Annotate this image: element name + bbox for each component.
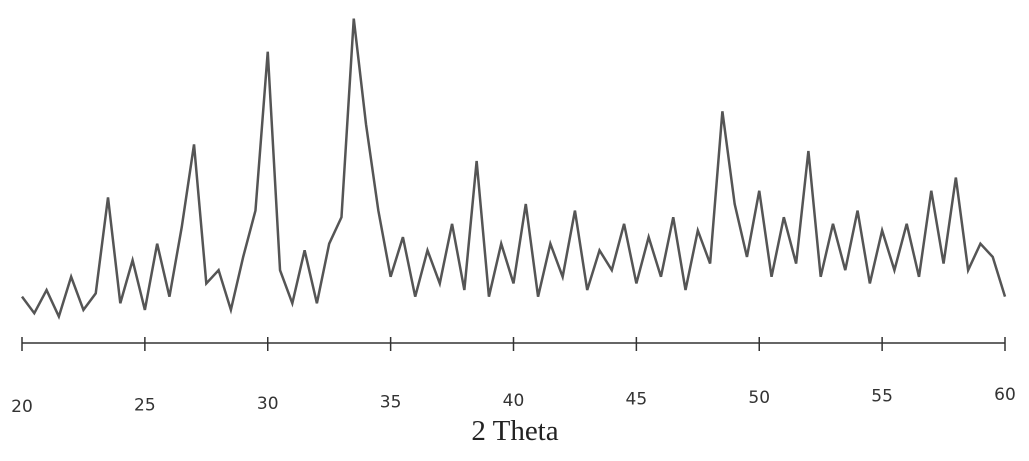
x-tick-label: 25: [134, 396, 156, 416]
x-tick-label: 40: [503, 391, 525, 411]
data-line: [20, 18, 1007, 320]
x-tick-label: 45: [626, 390, 648, 410]
x-tick-label: 60: [994, 385, 1016, 405]
x-tick-label: 35: [380, 393, 402, 413]
x-tick-label: 20: [11, 397, 33, 417]
x-tick-label: 55: [871, 387, 893, 407]
x-tick-label: 50: [748, 388, 770, 408]
x-axis-label: 2 Theta: [471, 415, 558, 447]
x-tick-label: 30: [257, 394, 279, 414]
